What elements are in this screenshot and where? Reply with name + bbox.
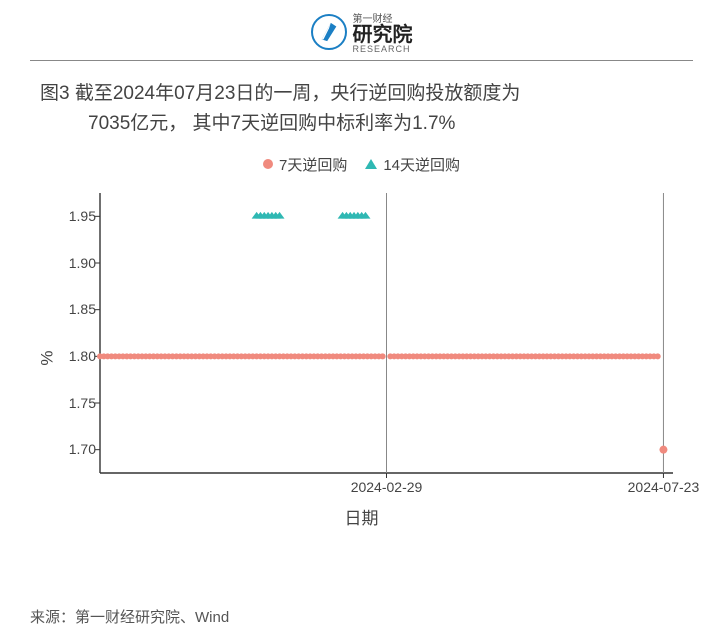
x-axis-label: 日期 (345, 504, 379, 529)
xtick-label: 2024-07-23 (628, 479, 700, 495)
chart-svg (100, 193, 673, 473)
legend-label-1: 7天逆回购 (279, 154, 347, 175)
ytick-label: 1.95 (69, 208, 96, 224)
chart-title: 图3 截至2024年07月23日的一周，央行逆回购投放额度为 7035亿元， 其… (40, 79, 683, 140)
legend-marker-triangle (365, 159, 377, 169)
brand-text: 第一财经 研究院 RESEARCH (353, 10, 413, 54)
title-line1: 图3 截至2024年07月23日的一周，央行逆回购投放额度为 (40, 79, 683, 109)
chart-container: % 日期 1.701.751.801.851.901.952024-02-292… (30, 183, 693, 533)
legend-label-2: 14天逆回购 (383, 154, 460, 175)
ytick-label: 1.85 (69, 301, 96, 317)
legend-marker-circle (263, 159, 273, 169)
ytick-label: 1.70 (69, 441, 96, 457)
header-logo: 第一财经 研究院 RESEARCH (0, 0, 723, 60)
source-text: 来源：第一财经研究院、Wind (30, 606, 229, 627)
legend-item-1: 7天逆回购 (263, 154, 347, 175)
brand-en: RESEARCH (353, 45, 413, 54)
legend: 7天逆回购 14天逆回购 (0, 154, 723, 175)
ytick-label: 1.90 (69, 255, 96, 271)
y-axis-label: % (38, 350, 58, 365)
brand-logo-icon (311, 14, 347, 50)
ytick-label: 1.80 (69, 348, 96, 364)
xtick-label: 2024-02-29 (351, 479, 423, 495)
brand-cn: 研究院 (353, 25, 413, 45)
legend-item-2: 14天逆回购 (365, 154, 460, 175)
header-divider (30, 60, 693, 61)
ytick-label: 1.75 (69, 395, 96, 411)
title-line2: 7035亿元， 其中7天逆回购中标利率为1.7% (40, 109, 683, 139)
brand-small: 第一财经 (353, 10, 393, 25)
plot-area (100, 193, 673, 473)
